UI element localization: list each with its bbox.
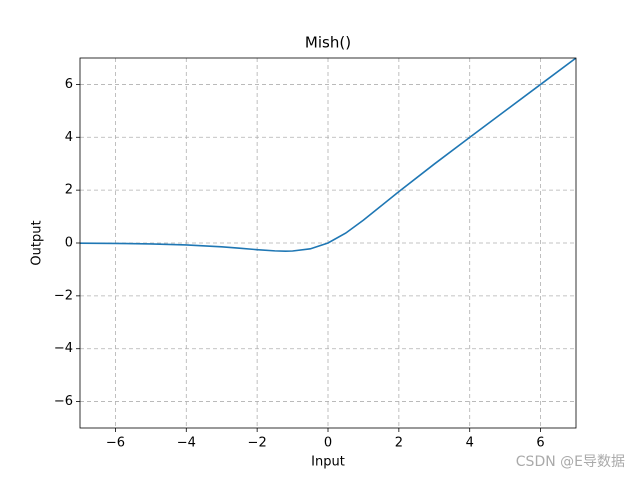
x-tick-label: 2: [395, 436, 403, 451]
x-tick-label: −4: [177, 436, 196, 451]
line: [80, 58, 576, 252]
y-tick-label: −4: [54, 341, 73, 356]
y-tick-label: 6: [65, 77, 73, 92]
x-tick-label: −6: [106, 436, 125, 451]
x-axis-label: Input: [311, 455, 345, 470]
chart-title: Mish(): [305, 34, 351, 52]
x-tick-label: 0: [324, 436, 332, 451]
y-tick-label: 4: [65, 130, 73, 145]
x-tick-label: 4: [466, 436, 474, 451]
y-tick-label: 2: [65, 183, 73, 198]
watermark: CSDN @E导数据: [516, 454, 625, 470]
plot-frame: [79, 57, 577, 429]
y-tick-label: −6: [54, 394, 73, 409]
x-tick-label: −2: [248, 436, 267, 451]
y-tick-label: −2: [54, 288, 73, 303]
y-axis-label: Output: [30, 220, 45, 265]
x-tick-label: 6: [536, 436, 544, 451]
y-tick-label: 0: [65, 236, 73, 251]
